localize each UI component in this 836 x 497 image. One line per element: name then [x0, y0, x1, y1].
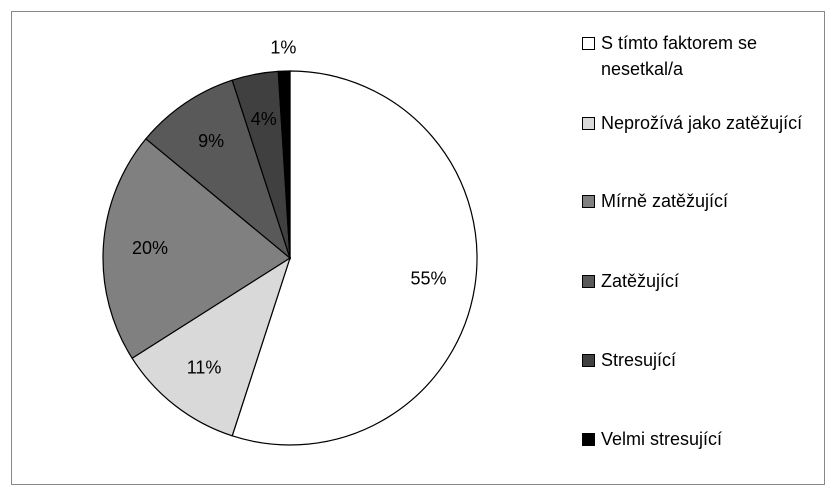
pie-slice — [277, 70, 291, 259]
legend-label: Mírně zatěžující — [601, 191, 729, 211]
chart-frame — [11, 11, 825, 485]
data-label: 20% — [132, 238, 168, 258]
legend-swatch — [582, 354, 595, 367]
legend-label: Velmi stresující — [601, 429, 723, 449]
legend-entry: Neprožívá jako zatěžující — [582, 110, 827, 136]
legend-swatch — [582, 275, 595, 288]
legend-entry: Stresující — [582, 347, 827, 373]
data-label: 4% — [251, 109, 277, 129]
legend-entry: Zatěžující — [582, 268, 827, 294]
legend-entry: S tímto faktorem se nesetkal/a — [582, 30, 827, 82]
legend-label: Stresující — [601, 350, 677, 370]
data-label: 11% — [187, 358, 222, 378]
data-label: 55% — [411, 269, 447, 289]
legend-entry: Mírně zatěžující — [582, 188, 827, 214]
legend-swatch — [582, 195, 595, 208]
pie-slice — [131, 256, 292, 437]
data-label: 9% — [198, 131, 224, 151]
legend-swatch — [582, 117, 595, 130]
pie-slice — [102, 137, 292, 360]
legend-label: S tímto faktorem se nesetkal/a — [601, 33, 758, 79]
pie-slice — [145, 79, 292, 260]
legend-swatch — [582, 37, 595, 50]
legend-swatch — [582, 433, 595, 446]
legend-entry: Velmi stresující — [582, 426, 827, 452]
legend-label: Zatěžující — [601, 271, 680, 291]
legend-label: Neprožívá jako zatěžující — [601, 113, 803, 133]
data-label: 1% — [270, 37, 296, 57]
pie-slice — [231, 70, 478, 446]
